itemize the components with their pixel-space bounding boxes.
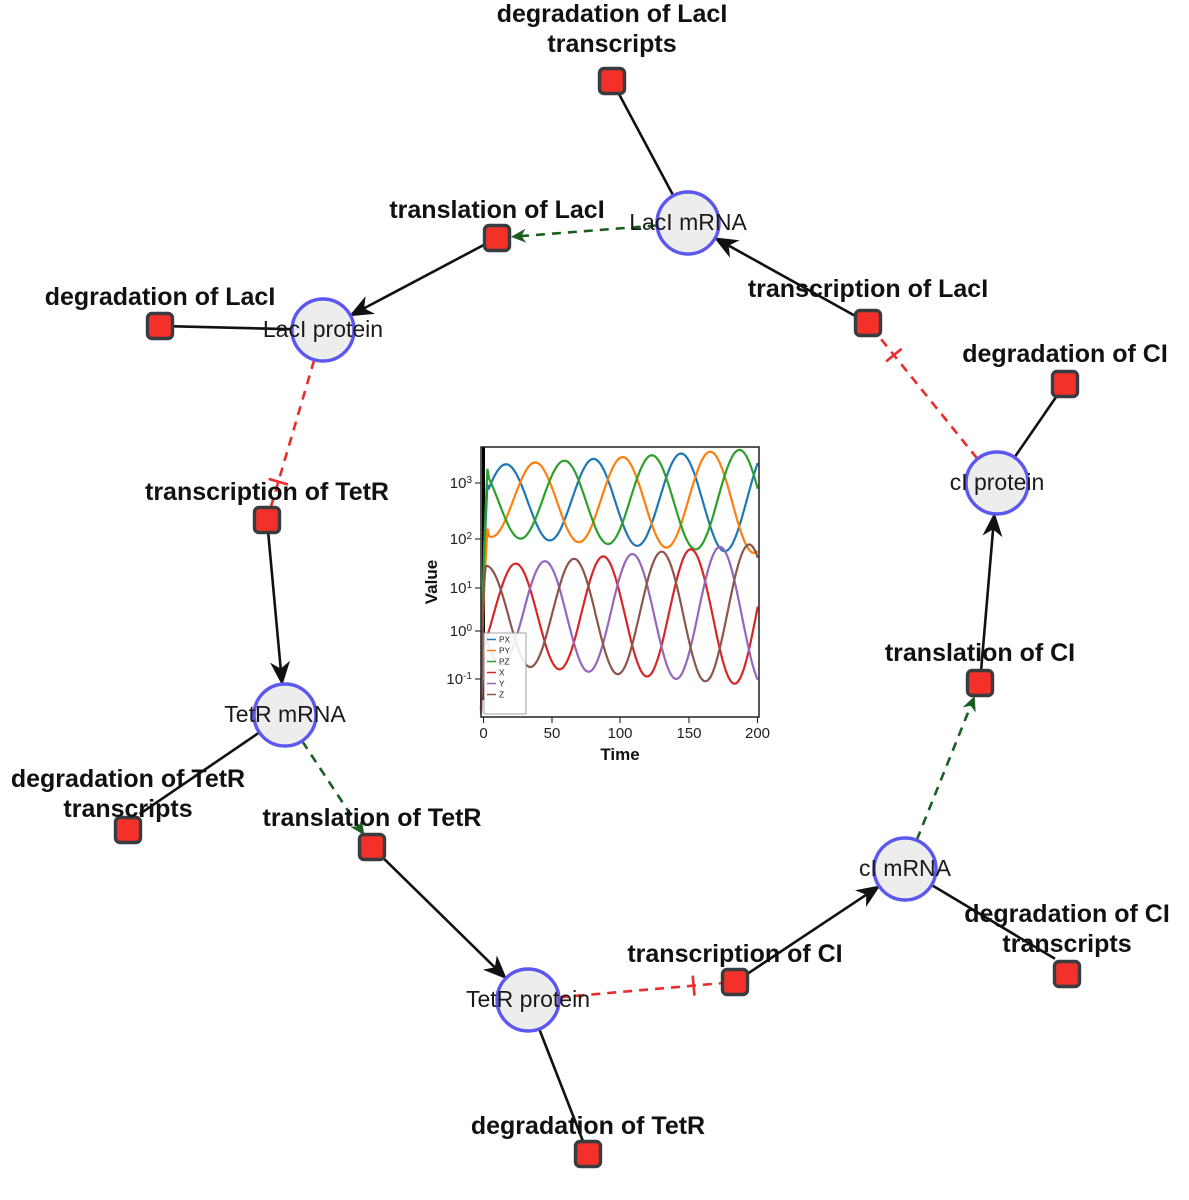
svg-text:50: 50	[544, 725, 561, 742]
svg-text:cI protein: cI protein	[950, 469, 1045, 495]
svg-text:100: 100	[450, 623, 473, 641]
svg-text:TetR protein: TetR protein	[466, 986, 590, 1012]
svg-text:degradation of LacI: degradation of LacI	[497, 0, 728, 28]
svg-text:103: 103	[450, 475, 473, 493]
svg-text:X: X	[499, 667, 505, 677]
svg-text:LacI mRNA: LacI mRNA	[629, 209, 747, 235]
svg-text:Time: Time	[600, 745, 639, 764]
svg-text:translation of LacI: translation of LacI	[389, 196, 604, 224]
svg-text:cI mRNA: cI mRNA	[859, 855, 952, 881]
svg-text:transcription of CI: transcription of CI	[627, 940, 842, 968]
svg-text:transcripts: transcripts	[63, 795, 192, 823]
svg-text:Y: Y	[499, 678, 505, 688]
svg-text:102: 102	[450, 531, 473, 549]
svg-text:TetR mRNA: TetR mRNA	[224, 701, 346, 727]
svg-text:translation of TetR: translation of TetR	[263, 804, 482, 832]
svg-text:degradation of TetR: degradation of TetR	[471, 1112, 705, 1140]
svg-text:100: 100	[607, 725, 632, 742]
svg-text:PZ: PZ	[499, 656, 510, 666]
svg-text:degradation of CI: degradation of CI	[964, 900, 1170, 928]
svg-text:degradation of CI: degradation of CI	[962, 340, 1168, 368]
svg-text:PY: PY	[499, 645, 511, 655]
svg-text:Value: Value	[422, 560, 441, 604]
svg-text:200: 200	[745, 725, 770, 742]
svg-text:PX: PX	[499, 634, 511, 644]
svg-text:0: 0	[479, 725, 487, 742]
svg-text:degradation of LacI: degradation of LacI	[45, 283, 276, 311]
svg-text:150: 150	[676, 725, 701, 742]
svg-text:transcripts: transcripts	[1002, 930, 1131, 958]
svg-text:translation of CI: translation of CI	[885, 639, 1075, 667]
svg-text:LacI protein: LacI protein	[263, 316, 383, 342]
svg-text:101: 101	[450, 580, 473, 598]
svg-text:10-1: 10-1	[446, 671, 472, 689]
svg-text:degradation of TetR: degradation of TetR	[11, 765, 245, 793]
svg-text:transcripts: transcripts	[547, 30, 676, 58]
svg-text:transcription of TetR: transcription of TetR	[145, 478, 389, 506]
svg-text:Z: Z	[499, 689, 504, 699]
svg-text:transcription of LacI: transcription of LacI	[748, 275, 988, 303]
